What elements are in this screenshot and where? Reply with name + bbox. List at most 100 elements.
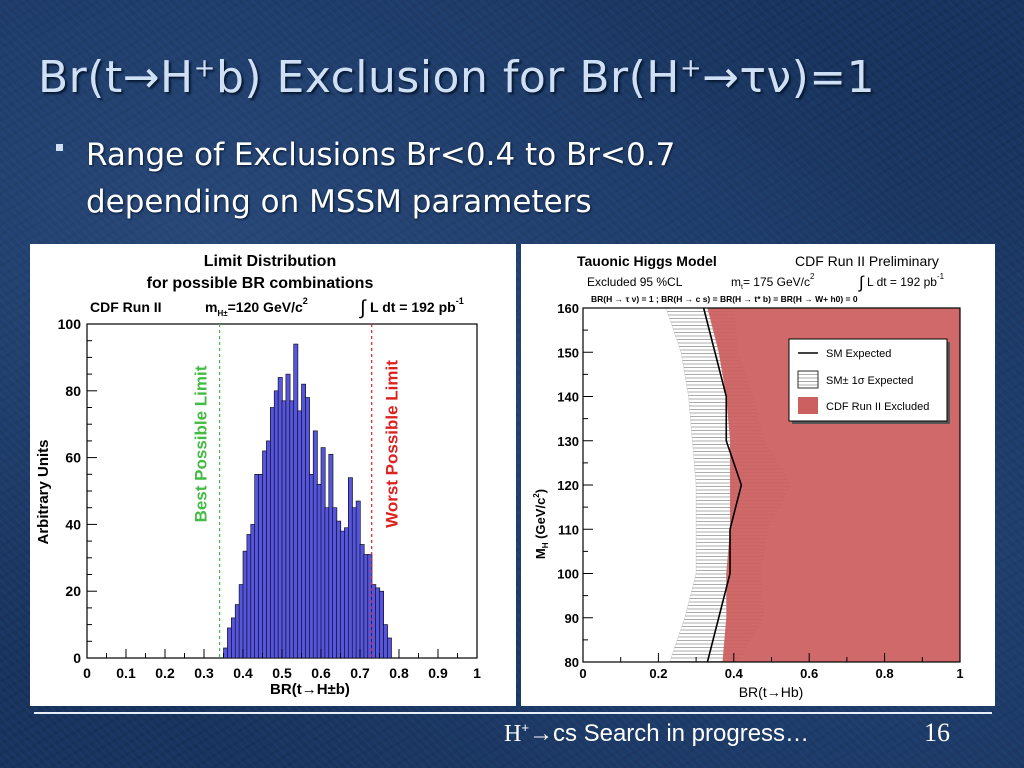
x-tick-label: 0.6 — [800, 666, 818, 681]
exclusion-lumi-label: L dt = 192 pb-1 — [867, 272, 945, 289]
histogram-bar — [340, 530, 345, 659]
chart-subtitle-lumi: L dt = 192 pb-1 — [370, 296, 464, 315]
y-tick-label: 0 — [73, 650, 81, 666]
histogram-bar — [277, 377, 283, 659]
sm-expected-line — [702, 307, 743, 663]
exclusion-plot-area: 0 0.2 0.4 0.6 0.8 1 80 90 100 110 120 130 140 150 160 S… — [557, 301, 963, 681]
legend-swatch-excluded — [798, 397, 818, 414]
histogram-bar — [316, 484, 322, 659]
chart-title-line1: Limit Distribution — [204, 253, 336, 270]
chart-subtitle-run: CDF Run II — [90, 299, 162, 315]
histogram-bar — [254, 474, 260, 659]
x-tick-label: 0.8 — [876, 666, 894, 681]
histogram-bar — [375, 587, 381, 659]
histogram-bar — [312, 430, 318, 659]
histogram-bar — [363, 554, 369, 659]
integral-symbol: ∫ — [359, 297, 367, 319]
exclusion-br-assumptions: BR(H → τ ν) = 1 ; BR(H → c s) = BR(H → t… — [591, 294, 858, 304]
histogram-bar — [328, 453, 334, 659]
histogram-bar — [359, 544, 365, 659]
histogram-bar — [336, 520, 342, 659]
y-tick-label: 90 — [565, 611, 579, 626]
exclusion-svg: Tauonic Higgs Model CDF Run II Prelimina… — [532, 253, 964, 700]
y-tick-label: 60 — [65, 450, 81, 466]
footer-divider — [34, 712, 992, 714]
histogram-bar — [383, 624, 388, 659]
y-tick-label: 100 — [557, 567, 579, 582]
legend-label-sm-band: SM± 1σ Expected — [826, 375, 913, 387]
histogram-bar — [285, 373, 291, 659]
worst-limit-label: Worst Possible Limit — [383, 360, 402, 528]
exclusion-chart: Tauonic Higgs Model CDF Run II Prelimina… — [521, 244, 995, 706]
histogram-bar — [371, 584, 377, 659]
y-tick-label: 140 — [557, 390, 579, 405]
y-tick-label: 80 — [565, 655, 579, 670]
x-tick-label: 0.8 — [389, 665, 409, 681]
exclusion-cl-label: Excluded 95 %CL — [587, 275, 683, 289]
y-tick-label: 80 — [65, 383, 81, 399]
x-tick-label: 0 — [83, 665, 91, 681]
x-tick-label: 0.2 — [155, 665, 175, 681]
y-axis-label: MH (GeV/c2) — [532, 489, 550, 559]
x-tick-label: 0.7 — [350, 665, 370, 681]
histogram-bar — [301, 383, 306, 659]
histogram-bar — [270, 407, 275, 659]
bullet-text: Range of Exclusions Br<0.4 to Br<0.7 dep… — [86, 137, 676, 220]
histogram-bar — [320, 447, 326, 659]
histogram-bar — [293, 343, 299, 659]
histogram-bar — [227, 627, 232, 659]
y-tick-label: 40 — [65, 516, 81, 532]
histogram-bar — [344, 527, 349, 659]
exclusion-title-right: CDF Run II Preliminary — [795, 253, 939, 269]
exclusion-mt-label: mt= 175 GeV/c2 — [731, 272, 815, 291]
histogram-bar — [379, 590, 384, 659]
histogram-bar — [242, 550, 248, 659]
histogram-bar — [223, 647, 228, 659]
y-tick-label: 150 — [557, 345, 579, 360]
chart-title-line2: for possible BR combinations — [147, 275, 374, 292]
histogram-bar — [324, 507, 330, 659]
legend-label-excluded: CDF Run II Excluded — [826, 401, 929, 413]
y-axis-label: Arbitrary Units — [35, 439, 52, 544]
x-tick-label: 0.6 — [311, 665, 331, 681]
histogram-bar — [289, 400, 295, 659]
histogram-bar — [250, 524, 256, 659]
page-number: 16 — [924, 718, 950, 747]
y-tick-label: 20 — [65, 583, 81, 599]
slide-title: Br(t→H+b) Exclusion for Br(H+→τν)=1 — [38, 52, 876, 103]
y-tick-label: 130 — [557, 434, 579, 449]
histogram-bar — [231, 617, 236, 659]
histogram-bar — [347, 477, 353, 659]
y-tick-label: 120 — [557, 478, 579, 493]
histogram-bar — [258, 474, 264, 659]
histogram-bar — [281, 400, 287, 659]
x-axis-label: BR(t→H±b) — [270, 681, 350, 698]
x-tick-label: 0.3 — [194, 665, 214, 681]
x-tick-label: 0 — [579, 666, 586, 681]
histogram-bar — [266, 440, 271, 659]
histogram-bar — [273, 390, 279, 659]
histogram-bar — [238, 584, 244, 659]
histogram-plot-area: Best Possible Limit Worst Possible Limit 0… — [58, 316, 481, 681]
x-tick-label: 1 — [956, 666, 963, 681]
best-limit-label: Best Possible Limit — [192, 365, 211, 522]
x-tick-label: 0.5 — [272, 665, 292, 681]
histogram-bar — [297, 410, 303, 659]
histogram-bar — [355, 500, 361, 659]
x-axis-label: BR(t→Hb) — [739, 684, 804, 700]
legend-swatch-sm-band — [797, 370, 819, 389]
x-tick-label: 1 — [473, 665, 481, 681]
histogram-bar — [386, 637, 392, 659]
exclusion-title: Tauonic Higgs Model — [577, 253, 717, 269]
limit-distribution-chart: Limit Distribution for possible BR combi… — [30, 244, 516, 706]
footer-text: H+→cs Search in progress… — [504, 720, 810, 747]
y-tick-label: 110 — [558, 522, 579, 537]
histogram-bar — [262, 450, 267, 659]
legend-label-sm-expected: SM Expected — [826, 348, 891, 360]
histogram-bar — [234, 604, 240, 659]
x-tick-label: 0.4 — [233, 665, 253, 681]
x-tick-label: 0.9 — [428, 665, 448, 681]
histogram-bar — [246, 534, 252, 659]
histogram-bar — [305, 397, 310, 659]
histogram-bar — [308, 474, 314, 659]
